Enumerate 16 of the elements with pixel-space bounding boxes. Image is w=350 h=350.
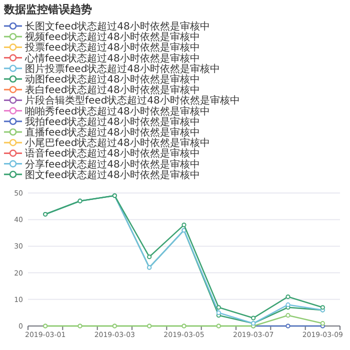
legend-label: 动图feed状态超过48小时依然是审核中 <box>25 74 200 86</box>
legend-label: 啪啪秀feed状态超过48小时依然是审核中 <box>25 105 210 118</box>
legend-label: 视频feed状态超过48小时依然是审核中 <box>25 31 200 44</box>
legend-label: 我拍feed状态超过48小时依然是审核中 <box>25 116 200 128</box>
legend-label: 图文feed状态超过48小时依然是审核中 <box>25 168 200 181</box>
legend-label: 表白feed状态超过48小时依然是审核中 <box>25 84 200 96</box>
legend-label: 语音feed状态超过48小时依然是审核中 <box>25 148 200 160</box>
legend-label: 投票feed状态超过48小时依然是审核中 <box>24 42 200 54</box>
legend-label: 长图文feed状态超过48小时依然是审核中 <box>25 20 210 32</box>
legend-label: 图片投票feed状态超过48小时依然是审核中 <box>25 62 220 75</box>
legend-label: 分享feed状态超过48小时依然是审核中 <box>25 158 200 170</box>
legend-label: 片段合辑类型feed状态超过48小时依然是审核中 <box>25 94 240 107</box>
chart-title: 数据监控错误趋势 <box>3 3 92 16</box>
legend-label: 心情feed状态超过48小时依然是审核中 <box>24 52 200 64</box>
legend-label: 直播feed状态超过48小时依然是审核中 <box>25 126 200 138</box>
legend-label: 小尾巴feed状态超过48小时依然是审核中 <box>25 137 210 150</box>
